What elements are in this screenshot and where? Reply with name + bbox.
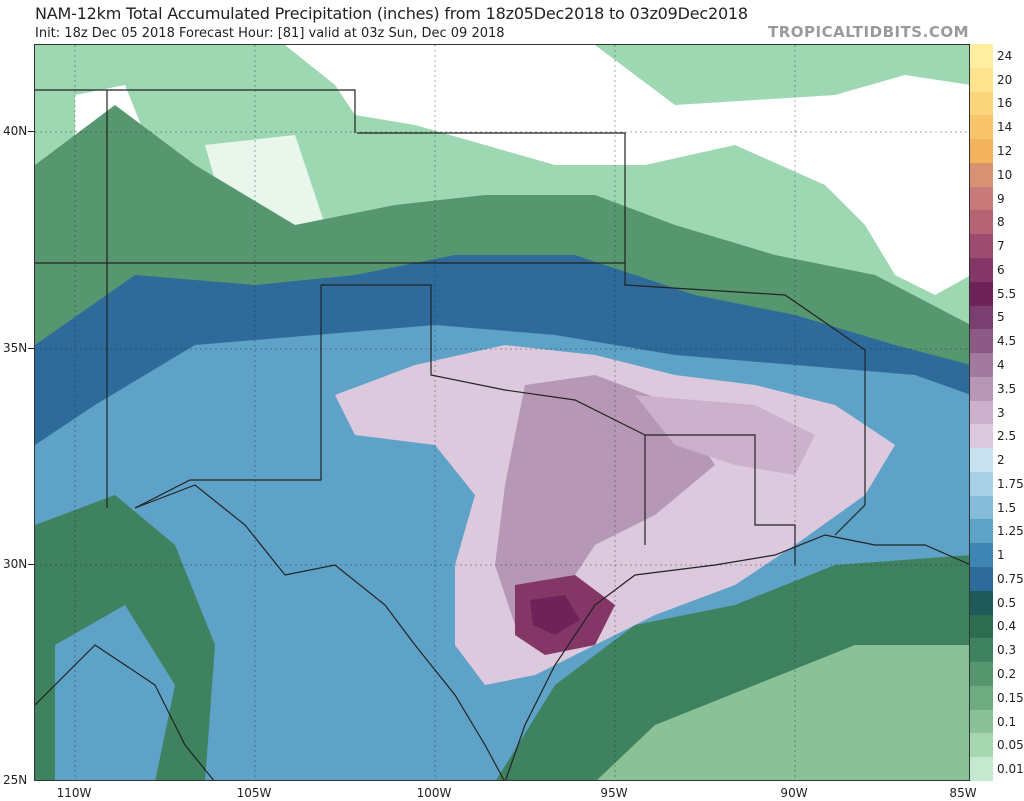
lat-label-40n: 40N bbox=[3, 124, 28, 138]
lon-label-110w: 110W bbox=[56, 786, 92, 800]
colorbar-label: 5.5 bbox=[997, 286, 1017, 301]
colorbar-swatch bbox=[970, 210, 993, 235]
colorbar-label: 10 bbox=[997, 167, 1013, 182]
lat-tick bbox=[28, 131, 34, 132]
colorbar-swatch bbox=[970, 257, 993, 283]
lon-label-85w: 85W bbox=[949, 786, 977, 800]
colorbar-swatch bbox=[970, 709, 993, 734]
brand-watermark: TROPICALTIDBITS.COM bbox=[768, 23, 969, 41]
colorbar-swatch bbox=[970, 281, 993, 306]
colorbar-label: 12 bbox=[997, 143, 1013, 158]
colorbar-label: 0.3 bbox=[997, 643, 1017, 658]
colorbar-label: 0.05 bbox=[997, 738, 1024, 753]
colorbar-swatch bbox=[970, 329, 993, 354]
colorbar-label: 8 bbox=[997, 215, 1005, 230]
colorbar-swatch bbox=[970, 448, 993, 473]
colorbar-swatch bbox=[970, 139, 993, 164]
colorbar-swatch bbox=[970, 757, 993, 782]
colorbar-label: 4.5 bbox=[997, 334, 1017, 349]
colorbar-label: 0.01 bbox=[997, 762, 1024, 777]
colorbar-swatch bbox=[970, 685, 993, 711]
precipitation-colorbar: 24 20 16 14 12 10 9 8 7 6 5.5 5 4.5 4 3.5 3 2.5 2 1.75 1.5 1… bbox=[970, 44, 1024, 782]
colorbar-label: 9 bbox=[997, 191, 1005, 206]
colorbar-swatch bbox=[970, 424, 993, 449]
colorbar-swatch bbox=[970, 44, 993, 69]
colorbar-swatch bbox=[970, 305, 993, 330]
colorbar-swatch bbox=[970, 567, 993, 592]
colorbar-label: 4 bbox=[997, 357, 1005, 372]
colorbar-swatch bbox=[970, 91, 993, 116]
colorbar-label: 0.75 bbox=[997, 571, 1024, 586]
colorbar-label: 2.5 bbox=[997, 429, 1017, 444]
dry-area-north bbox=[285, 45, 969, 295]
colorbar-label: 24 bbox=[997, 48, 1013, 63]
lon-label-100w: 100W bbox=[416, 786, 452, 800]
colorbar-swatch bbox=[970, 115, 993, 140]
lon-label-105w: 105W bbox=[236, 786, 272, 800]
colorbar-label: 3.5 bbox=[997, 381, 1017, 396]
chart-subtitle: Init: 18z Dec 05 2018 Forecast Hour: [81… bbox=[35, 26, 505, 41]
colorbar-swatch bbox=[970, 543, 993, 568]
lon-label-95w: 95W bbox=[600, 786, 628, 800]
colorbar-swatch bbox=[970, 234, 993, 259]
colorbar-swatch bbox=[970, 162, 993, 188]
colorbar-label: 14 bbox=[997, 120, 1013, 135]
precip-3-5-area bbox=[495, 375, 715, 625]
colorbar-label: 5 bbox=[997, 310, 1005, 325]
colorbar-label: 0.1 bbox=[997, 714, 1017, 729]
gulf-light-green bbox=[597, 645, 969, 780]
colorbar-label: 20 bbox=[997, 72, 1013, 87]
lat-label-25n: 25N bbox=[3, 773, 28, 787]
colorbar-swatch bbox=[970, 614, 993, 639]
lon-label-90w: 90W bbox=[780, 786, 808, 800]
colorbar-label: 6 bbox=[997, 262, 1005, 277]
lat-tick bbox=[28, 348, 34, 349]
lat-label-35n: 35N bbox=[3, 341, 28, 355]
colorbar-swatch bbox=[970, 590, 993, 616]
west-blue bbox=[55, 605, 175, 780]
colorbar-label: 1.5 bbox=[997, 500, 1017, 515]
graticule bbox=[35, 45, 969, 780]
colorbar-label: 1.75 bbox=[997, 476, 1024, 491]
colorbar-label: 0.2 bbox=[997, 667, 1017, 682]
colorbar-label: 1.25 bbox=[997, 524, 1024, 539]
precipitation-map bbox=[34, 44, 970, 781]
colorbar-swatch bbox=[970, 400, 993, 425]
colorbar-swatch bbox=[970, 638, 993, 663]
lat-label-30n: 30N bbox=[3, 557, 28, 571]
colorbar-label: 7 bbox=[997, 239, 1005, 254]
lat-tick bbox=[28, 564, 34, 565]
colorbar-swatch bbox=[970, 67, 993, 93]
colorbar-label: 16 bbox=[997, 96, 1013, 111]
colorbar-swatch bbox=[970, 495, 993, 520]
colorbar-label: 2 bbox=[997, 453, 1005, 468]
colorbar-swatch bbox=[970, 662, 993, 687]
colorbar-label: 0.15 bbox=[997, 690, 1024, 705]
colorbar-swatch bbox=[970, 186, 993, 211]
colorbar-label: 0.5 bbox=[997, 595, 1017, 610]
colorbar-swatch bbox=[970, 376, 993, 402]
colorbar-label: 1 bbox=[997, 548, 1005, 563]
colorbar-swatch bbox=[970, 471, 993, 497]
precip-max-area bbox=[530, 595, 580, 635]
colorbar-label: 0.4 bbox=[997, 619, 1017, 634]
colorbar-swatch bbox=[970, 519, 993, 544]
chart-header: NAM-12km Total Accumulated Precipitation… bbox=[0, 0, 1024, 44]
colorbar-swatch bbox=[970, 733, 993, 758]
colorbar-swatch bbox=[970, 353, 993, 378]
chart-title: NAM-12km Total Accumulated Precipitation… bbox=[35, 4, 748, 23]
colorbar-label: 3 bbox=[997, 405, 1005, 420]
